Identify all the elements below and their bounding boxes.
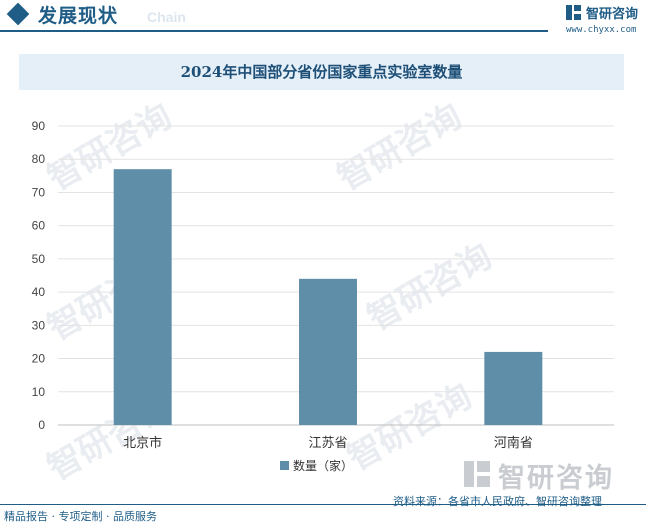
- section-title: 发展现状: [38, 5, 119, 27]
- y-tick-label: 30: [32, 318, 46, 332]
- y-tick-label: 90: [32, 119, 46, 133]
- brand-name: 智研咨询: [586, 7, 639, 22]
- bar: [113, 169, 172, 425]
- bar: [484, 351, 543, 425]
- source-note: 资料来源：各省市人民政府、智研咨询整理: [393, 495, 602, 508]
- y-axis-ticks: 0 10 20 30 40 50 60 70 80 90: [32, 119, 46, 432]
- y-tick-label: 60: [32, 219, 46, 233]
- footer-divider: [0, 504, 646, 505]
- y-tick-label: 50: [32, 252, 46, 266]
- y-tick-label: 20: [32, 352, 46, 366]
- x-axis-ticks: 北京市 江苏省 河南省: [123, 435, 533, 451]
- y-tick-label: 40: [32, 285, 46, 299]
- legend-swatch: [280, 461, 289, 470]
- bar: [299, 278, 357, 425]
- brand-logo-icon: [566, 5, 581, 20]
- bars: [113, 169, 543, 425]
- footer-logo-text: 智研咨询: [498, 463, 614, 494]
- chart-title: 2024年中国部分省份国家重点实验室数量: [180, 63, 463, 81]
- section-subtitle-en: Chain: [147, 9, 186, 25]
- header-divider: [0, 30, 548, 32]
- legend: 数量（家）: [280, 458, 353, 473]
- footer-logo-icon: [464, 461, 490, 487]
- legend-label: 数量（家）: [293, 458, 353, 473]
- x-tick-label: 河南省: [494, 435, 533, 451]
- y-tick-label: 70: [32, 185, 46, 199]
- y-tick-label: 80: [32, 152, 46, 166]
- brand-url[interactable]: www.chyxx.com: [566, 25, 637, 35]
- y-tick-label: 0: [38, 418, 45, 432]
- x-tick-label: 江苏省: [308, 435, 347, 451]
- y-tick-label: 10: [32, 385, 46, 399]
- chart-title-bar: 2024年中国部分省份国家重点实验室数量: [19, 54, 624, 90]
- footer-tagline: 精品报告 · 专项定制 · 品质服务: [4, 510, 157, 523]
- x-tick-label: 北京市: [123, 435, 162, 451]
- page-header: 发展现状 Chain 智研咨询 www.chyxx.com: [0, 0, 646, 36]
